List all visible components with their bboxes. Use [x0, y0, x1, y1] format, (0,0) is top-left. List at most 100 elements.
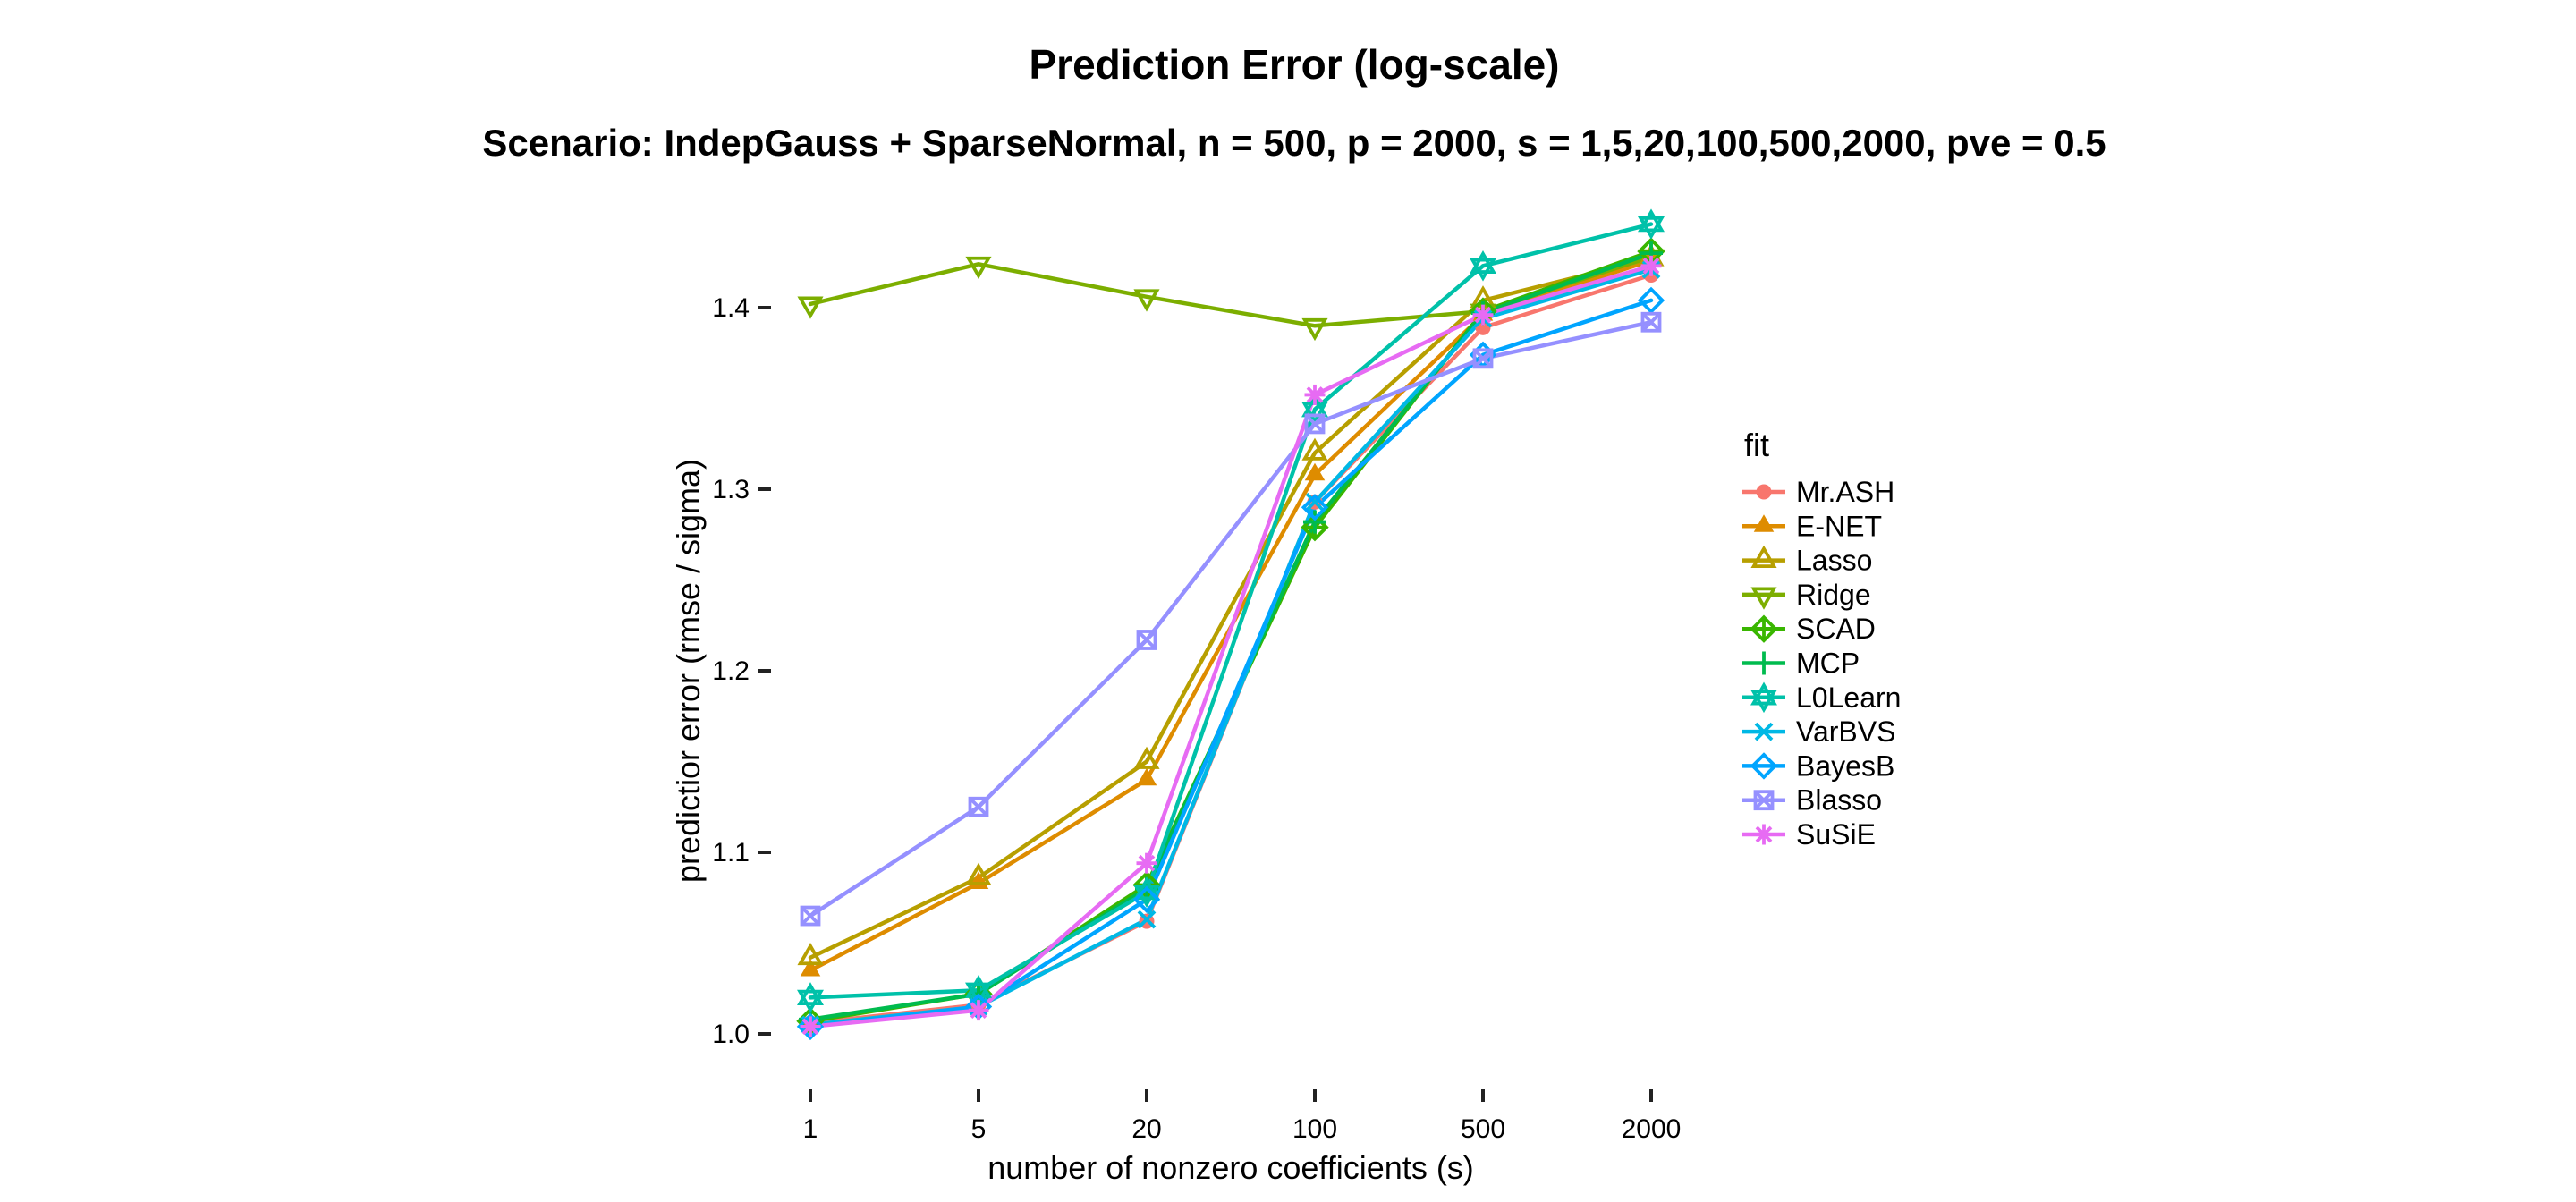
legend-key-marker: [1750, 587, 1777, 610]
series-line-L0Learn: [808, 222, 1654, 1000]
legend-label: Mr.ASH: [1796, 476, 1894, 508]
legend-label: MCP: [1796, 648, 1860, 680]
data-point: [1133, 289, 1160, 312]
chart-subtitle: Scenario: IndepGauss + SparseNormal, n =…: [482, 122, 2106, 164]
y-tick-label: 1.0: [712, 1020, 750, 1049]
legend-label: Ridge: [1796, 579, 1871, 611]
legend-key-marker: [1750, 614, 1778, 643]
series-points-BayesB: [796, 286, 1665, 1041]
legend-label: Blasso: [1796, 784, 1882, 817]
legend-item-Mr.ASH: Mr.ASH: [1742, 476, 1894, 508]
data-point: [1305, 492, 1325, 512]
data-point: [1301, 317, 1328, 342]
chart-title: Prediction Error (log-scale): [1029, 41, 1559, 88]
legend-item-BayesB: BayesB: [1742, 749, 1894, 782]
series-points-SuSiE: [800, 255, 1662, 1037]
legend-key-marker: [1752, 651, 1775, 675]
data-point: [1301, 494, 1329, 521]
legend-label: SCAD: [1796, 613, 1876, 645]
data-point: [1470, 250, 1496, 282]
legend-item-Blasso: Blasso: [1742, 784, 1882, 817]
legend-item-Lasso: Lasso: [1742, 545, 1872, 577]
legend-item-SCAD: SCAD: [1742, 613, 1876, 645]
y-tick-label: 1.2: [712, 656, 750, 686]
data-point: [1133, 746, 1160, 769]
legend-key-marker: [1750, 752, 1778, 780]
legend-item-E-NET: E-NET: [1742, 510, 1882, 542]
series-points-Blasso: [800, 311, 1662, 927]
data-point: [1136, 852, 1157, 874]
series-line-SuSiE: [808, 264, 1654, 1029]
x-tick-label: 20: [1131, 1114, 1161, 1144]
legend-item-Ridge: Ridge: [1742, 579, 1871, 611]
legend-key-marker: [1750, 681, 1777, 714]
series-points-layer: [796, 208, 1665, 1041]
x-axis-title: number of nonzero coefficients (s): [987, 1149, 1474, 1186]
series-line-Lasso: [808, 256, 1654, 960]
data-point: [1640, 255, 1662, 276]
legend: Mr.ASHE-NETLassoRidgeSCADMCPL0LearnVarBV…: [1742, 476, 1901, 851]
data-point: [800, 1016, 821, 1037]
data-point: [797, 982, 824, 1013]
x-tick-label: 500: [1461, 1114, 1505, 1144]
data-point: [800, 958, 821, 977]
series-lines-layer: [808, 222, 1654, 1029]
data-point: [1137, 910, 1157, 929]
x-tick-label: 1: [803, 1114, 818, 1144]
series-line-BayesB: [808, 298, 1654, 1029]
x-tick-label: 100: [1292, 1114, 1337, 1144]
legend-item-SuSiE: SuSiE: [1742, 818, 1876, 851]
series-points-E-NET: [800, 249, 1662, 977]
legend-item-L0Learn: L0Learn: [1742, 681, 1901, 714]
data-point: [797, 296, 824, 319]
data-point: [1304, 384, 1326, 405]
series-points-SCAD: [796, 237, 1665, 1036]
series-points-MCP: [799, 241, 1663, 1031]
legend-label: BayesB: [1796, 749, 1894, 782]
y-axis-title: predictior error (rmse / sigma): [670, 459, 707, 883]
legend-label: E-NET: [1796, 510, 1882, 542]
data-point: [1304, 462, 1326, 481]
y-tick-label: 1.3: [712, 475, 750, 504]
legend-label: SuSiE: [1796, 818, 1876, 851]
legend-label: L0Learn: [1796, 681, 1901, 714]
legend-key-marker: [1753, 790, 1775, 811]
series-line-Blasso: [808, 319, 1654, 918]
x-tick-label: 2000: [1622, 1114, 1682, 1144]
y-tick-label: 1.4: [712, 293, 750, 323]
data-point: [1301, 437, 1328, 461]
data-point: [968, 796, 989, 817]
data-point: [965, 256, 992, 280]
data-point: [800, 905, 821, 927]
data-point: [1136, 630, 1157, 650]
x-tick-label: 5: [971, 1114, 987, 1144]
legend-item-VarBVS: VarBVS: [1742, 715, 1895, 748]
legend-label: VarBVS: [1796, 715, 1895, 748]
data-point: [1136, 767, 1157, 786]
data-point: [1304, 413, 1326, 435]
legend-title: fit: [1744, 427, 1769, 463]
data-point: [1472, 304, 1494, 326]
data-point: [1640, 311, 1662, 333]
data-point: [968, 1000, 989, 1021]
legend-label: Lasso: [1796, 545, 1872, 577]
data-point: [796, 1012, 825, 1041]
legend-key-marker: [1750, 545, 1777, 568]
legend-key-marker: [1753, 514, 1775, 532]
legend-item-MCP: MCP: [1742, 648, 1860, 680]
data-point: [797, 942, 824, 966]
legend-key-marker: [1754, 722, 1774, 741]
y-tick-label: 1.1: [712, 838, 750, 868]
axes-layer: 1.0 1.1 1.2 1.3 1.4 1 5 20 100 500 2000: [712, 293, 1681, 1144]
data-point: [1637, 286, 1665, 315]
legend-key-marker: [1756, 484, 1772, 500]
data-point: [1303, 510, 1326, 534]
data-point: [1472, 348, 1494, 369]
data-point: [1638, 208, 1665, 240]
data-point: [1132, 885, 1161, 913]
legend-key-marker: [1753, 824, 1775, 845]
series-line-E-NET: [808, 258, 1654, 973]
data-point: [965, 862, 992, 885]
